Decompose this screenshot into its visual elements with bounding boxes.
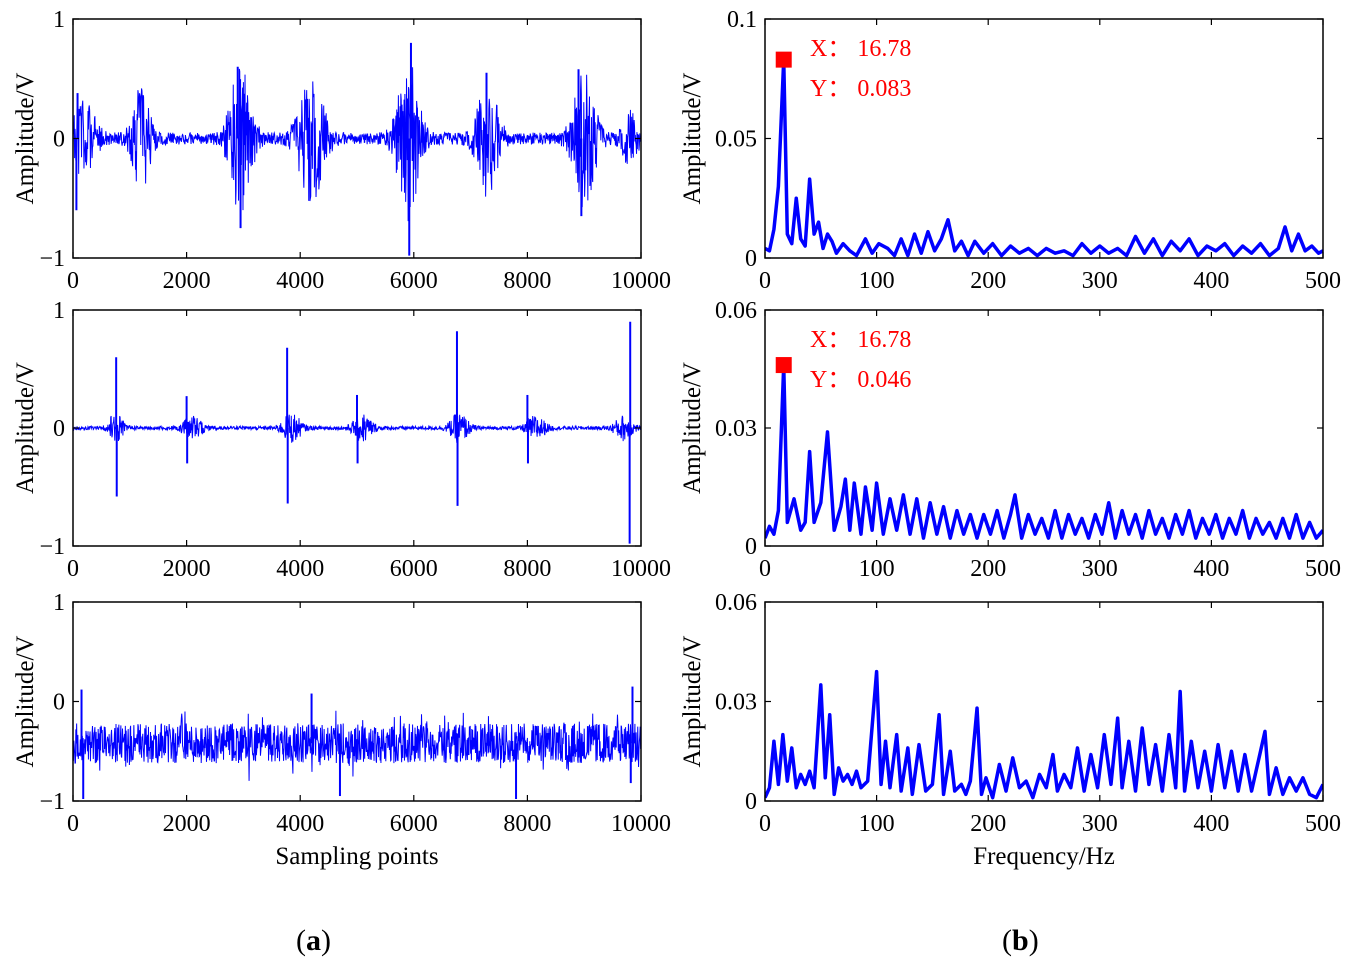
datatip-marker	[775, 51, 792, 68]
y-tick-label: 0.06	[715, 298, 757, 324]
caption-a: (a)	[296, 924, 331, 957]
x-tick-label: 500	[1305, 811, 1341, 837]
panel-b2: 0 100 200 300 400 500 0 0.03 0.06 Amplitude/V X： 1…	[679, 298, 1341, 582]
caption-a-letter: a	[306, 924, 321, 957]
x-tick-label: 10000	[611, 556, 671, 582]
y-tick-label: 0	[53, 690, 65, 716]
y-tick-label: 0	[53, 416, 65, 442]
signal-line	[73, 67, 641, 222]
x-tick-label: 100	[859, 556, 895, 582]
x-axis-label: Sampling points	[275, 843, 438, 870]
x-tick-label: 10000	[611, 811, 671, 837]
x-tick-label: 100	[859, 268, 895, 294]
x-tick-label: 0	[67, 556, 79, 582]
series-b1-0	[765, 57, 1323, 258]
y-axis-label: Amplitude/V	[679, 636, 706, 768]
x-tick-label: 400	[1193, 811, 1229, 837]
y-tick-label: 1	[53, 590, 65, 616]
spectrum-line	[765, 363, 1323, 540]
caption-b-letter: b	[1012, 924, 1029, 957]
signal-line	[73, 710, 641, 781]
x-tick-label: 6000	[390, 268, 438, 294]
x-tick-label: 500	[1305, 268, 1341, 294]
x-tick-label: 500	[1305, 556, 1341, 582]
series-b2-0	[765, 363, 1323, 540]
x-tick-label: 2000	[163, 556, 211, 582]
x-tick-label: 0	[759, 556, 771, 582]
series-a2-0	[73, 321, 641, 544]
x-tick-label: 400	[1193, 556, 1229, 582]
y-tick-label: 1	[53, 7, 65, 33]
series-a3-0	[73, 686, 641, 800]
y-tick-label: 0.03	[715, 416, 757, 442]
x-tick-label: 300	[1082, 811, 1118, 837]
y-tick-label: −1	[39, 246, 65, 272]
x-tick-label: 200	[970, 268, 1006, 294]
axes-box	[72, 601, 642, 802]
datatip-x: X： 16.78	[810, 36, 911, 62]
y-tick-label: 1	[53, 298, 65, 324]
x-tick-label: 6000	[390, 811, 438, 837]
series-a1-0	[73, 42, 641, 256]
x-tick-label: 0	[67, 811, 79, 837]
y-tick-label: 0.03	[715, 690, 757, 716]
y-axis-label: Amplitude/V	[679, 362, 706, 494]
y-axis-label: Amplitude/V	[679, 73, 706, 205]
x-tick-label: 0	[67, 268, 79, 294]
x-tick-label: 300	[1082, 268, 1118, 294]
y-tick-label: 0.05	[715, 127, 757, 153]
datatip-x: X： 16.78	[810, 327, 911, 353]
axes-box	[764, 601, 1324, 802]
x-tick-label: 0	[759, 268, 771, 294]
panel-b1: 0 100 200 300 400 500 0 0.05 0.1 Amplitude/V X： 16…	[679, 7, 1341, 294]
y-tick-label: 0	[745, 789, 757, 815]
x-axis-label: Frequency/Hz	[973, 843, 1115, 870]
x-tick-label: 0	[759, 811, 771, 837]
x-tick-label: 400	[1193, 268, 1229, 294]
y-axis-label: Amplitude/V	[12, 73, 39, 205]
y-tick-label: −1	[39, 789, 65, 815]
x-tick-label: 4000	[276, 268, 324, 294]
y-axis-label: Amplitude/V	[12, 362, 39, 494]
x-tick-label: 8000	[503, 811, 551, 837]
spectrum-line	[765, 57, 1323, 258]
x-tick-label: 6000	[390, 556, 438, 582]
x-tick-label: 8000	[503, 556, 551, 582]
y-tick-label: 0	[745, 246, 757, 272]
x-tick-label: 200	[970, 556, 1006, 582]
y-axis-label: Amplitude/V	[12, 636, 39, 768]
x-tick-label: 2000	[163, 268, 211, 294]
spectrum-line	[765, 669, 1323, 800]
panel-a3: 0 2000 4000 6000 8000 10000−101Amplitude/VSam…	[12, 590, 671, 870]
y-tick-label: 0.06	[715, 590, 757, 616]
x-tick-label: 4000	[276, 811, 324, 837]
caption-b: (b)	[1002, 924, 1039, 957]
x-tick-label: 4000	[276, 556, 324, 582]
panel-b3: 0 100 200 300 400 500 0 0.03 0.06 Amplitude/V Freq…	[679, 590, 1341, 870]
series-b3-0	[765, 669, 1323, 800]
y-tick-label: 0.1	[727, 7, 757, 33]
y-tick-label: 0	[53, 127, 65, 153]
y-tick-label: −1	[39, 534, 65, 560]
datatip-marker	[775, 357, 792, 374]
x-tick-label: 200	[970, 811, 1006, 837]
datatip-y: Y： 0.083	[810, 76, 911, 102]
x-tick-label: 100	[859, 811, 895, 837]
datatip-y: Y： 0.046	[810, 367, 911, 393]
x-tick-label: 300	[1082, 556, 1118, 582]
x-tick-label: 8000	[503, 268, 551, 294]
x-tick-label: 10000	[611, 268, 671, 294]
y-tick-label: 0	[745, 534, 757, 560]
x-tick-label: 2000	[163, 811, 211, 837]
